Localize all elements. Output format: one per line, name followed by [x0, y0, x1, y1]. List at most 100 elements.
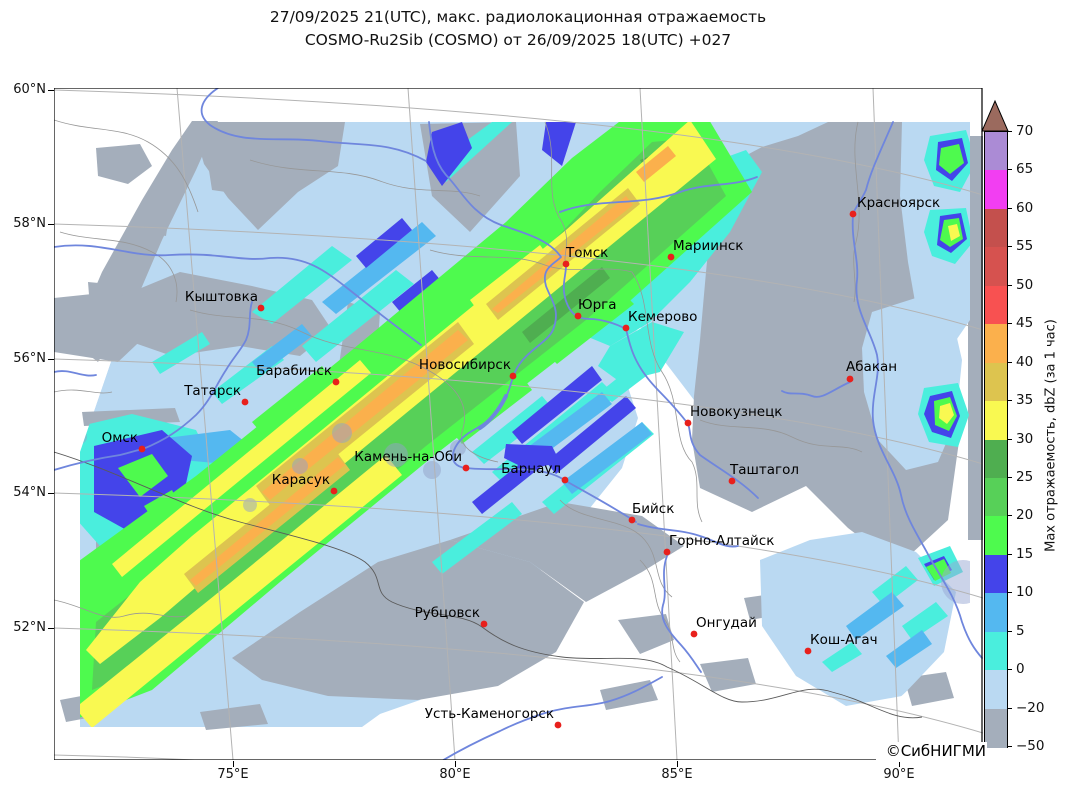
city-label: Рубцовск	[415, 605, 480, 621]
city-label: Кемерово	[628, 309, 697, 325]
colorbar-tickmark	[1007, 131, 1012, 132]
colorbar-segment	[985, 170, 1007, 210]
city-label: Татарск	[183, 383, 241, 399]
city-dot	[574, 312, 582, 320]
colorbar-tick-label: 10	[1016, 584, 1034, 601]
colorbar-overflow-arrow	[981, 99, 1009, 132]
plot-title: 27/09/2025 21(UTC), макс. радиолокационн…	[0, 6, 1036, 53]
colorbar-tickmark	[1007, 476, 1012, 478]
lat-tickmark	[48, 224, 54, 225]
city-dot	[330, 487, 338, 495]
city-label: Таштагол	[729, 462, 799, 478]
city-label: Красноярск	[857, 195, 940, 211]
lat-tick-label: 60°N	[13, 82, 46, 97]
rivers	[54, 88, 983, 760]
city-label: Кыштовка	[185, 289, 258, 305]
city-label: Камень-на-Оби	[354, 449, 462, 465]
colorbar-tickmark	[1007, 284, 1012, 286]
colorbar-tick-label: 25	[1016, 468, 1034, 485]
lon-tick-label: 75°E	[217, 767, 249, 782]
colorbar-segment	[985, 208, 1007, 248]
city-dot	[663, 548, 671, 556]
colorbar-title: Мах отражаемость, dbZ (за 1 час)	[1043, 319, 1059, 552]
colorbar-tickmark	[1007, 169, 1012, 171]
city-dot	[728, 477, 736, 485]
city-label: Горно-Алтайск	[669, 533, 774, 549]
city-dot	[509, 372, 517, 380]
lat-tickmark	[48, 90, 54, 91]
colorbar-tickmark	[1007, 515, 1012, 517]
city-dot	[332, 378, 340, 386]
city-dot	[849, 210, 857, 218]
city-dot	[690, 630, 698, 638]
colorbar-tickmark	[1007, 553, 1012, 555]
colorbar-tick-label: 35	[1016, 392, 1034, 409]
city-dot	[138, 445, 146, 453]
colorbar-segment	[985, 401, 1007, 440]
colorbar-segment	[985, 631, 1007, 671]
city-dot	[684, 419, 692, 427]
lon-tickmark	[455, 761, 456, 767]
colorbar-tickmark	[1007, 246, 1012, 248]
city-label: Онгудай	[696, 615, 757, 631]
colorbar-tick-label: 55	[1016, 238, 1034, 255]
radar-map: Красноярск Мариинск Томск Юрга Кемерово Кышто…	[54, 88, 983, 760]
lon-tick-label: 80°E	[439, 767, 471, 782]
city-label: Кош-Агач	[810, 632, 878, 648]
colorbar-tick-label: 30	[1016, 430, 1034, 447]
lat-tickmark	[48, 628, 54, 629]
colorbar-tick-label: 20	[1016, 507, 1034, 524]
colorbar-tick-label: 60	[1016, 199, 1034, 216]
city-dot	[257, 304, 265, 312]
colorbar-segment	[985, 670, 1007, 710]
colorbar-segment	[985, 708, 1007, 748]
colorbar-tickmark	[1007, 361, 1012, 363]
city-label: Новосибирск	[419, 357, 511, 373]
city-dot	[462, 464, 470, 472]
map-frame	[54, 88, 983, 760]
lat-tickmark	[48, 359, 54, 360]
watermark: ©СибНИГМИ	[876, 742, 987, 762]
city-label: Томск	[565, 245, 608, 261]
city-label: Бийск	[632, 501, 674, 517]
city-dot	[562, 260, 570, 268]
colorbar-tick-label: −20	[1016, 699, 1045, 716]
colorbar-segment	[985, 554, 1007, 594]
colorbar-tickmark	[1007, 707, 1012, 709]
lat-tick-label: 56°N	[13, 351, 46, 366]
colorbar-segment	[985, 362, 1007, 402]
colorbar-tickmark	[1007, 669, 1012, 671]
city-label: Мариинск	[673, 238, 743, 254]
colorbar-tickmark	[1007, 323, 1012, 325]
title-line-1: 27/09/2025 21(UTC), макс. радиолокационн…	[269, 8, 767, 26]
lat-tick-label: 52°N	[13, 620, 46, 635]
colorbar-tickmark	[1007, 438, 1012, 440]
colorbar-tickmark	[1007, 592, 1012, 594]
city-dot	[667, 253, 675, 261]
lon-tick-label: 85°E	[661, 767, 693, 782]
colorbar-tick-label: 0	[1016, 661, 1025, 678]
city-label: Абакан	[846, 359, 897, 375]
city-layer: Красноярск Мариинск Томск Юрга Кемерово Кышто…	[102, 195, 940, 729]
colorbar-segment	[985, 477, 1007, 517]
lat-tick-label: 58°N	[13, 216, 46, 231]
city-dot	[480, 620, 488, 628]
city-label: Новокузнецк	[690, 404, 782, 420]
city-label: Усть-Каменогорск	[425, 706, 554, 722]
colorbar-tick-label: 50	[1016, 276, 1034, 293]
lon-tickmark	[899, 761, 900, 767]
colorbar-segment	[985, 324, 1007, 364]
colorbar	[984, 131, 1008, 748]
lon-tickmark	[233, 761, 234, 767]
lon-tick-label: 90°E	[883, 767, 915, 782]
city-dot	[554, 721, 562, 729]
colorbar-tickmark	[1007, 207, 1012, 209]
colorbar-tick-label: 70	[1016, 123, 1034, 139]
city-dot	[622, 324, 630, 332]
colorbar-tick-label: 45	[1016, 315, 1034, 332]
colorbar-tick-label: 65	[1016, 161, 1034, 178]
echo-color-layers	[80, 122, 970, 727]
colorbar-tick-label: −50	[1016, 738, 1045, 754]
city-dot	[628, 516, 636, 524]
